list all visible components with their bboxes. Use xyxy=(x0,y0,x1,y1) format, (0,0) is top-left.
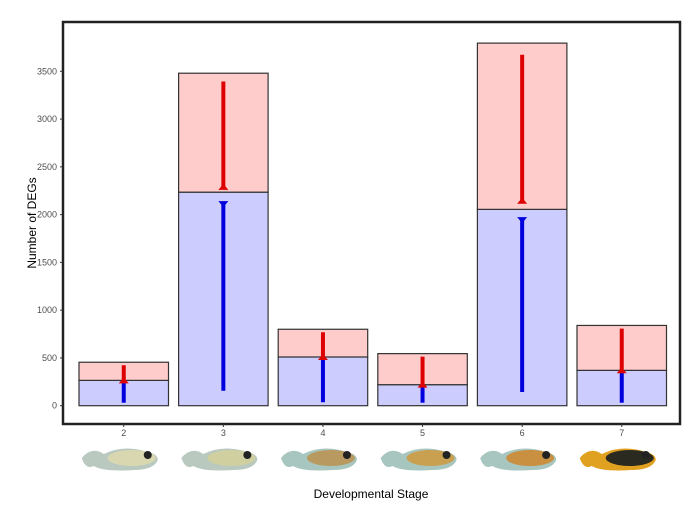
y-tick-label: 2500 xyxy=(37,162,57,172)
x-tick-label: 2 xyxy=(121,428,126,438)
fish-eye-icon xyxy=(243,451,252,459)
up-arrow-head xyxy=(616,367,627,374)
x-tick-label: 7 xyxy=(619,428,624,438)
y-tick-label: 1500 xyxy=(37,257,57,267)
fish-eye-icon xyxy=(342,451,351,459)
down-arrow-head xyxy=(517,217,528,224)
fish-eye-icon xyxy=(542,451,551,459)
fish-eye-icon xyxy=(641,451,650,459)
fish-image-stage-5 xyxy=(380,448,457,471)
y-tick-label: 1000 xyxy=(37,305,57,315)
fish-eye-icon xyxy=(442,451,451,459)
x-tick-label: 5 xyxy=(420,428,425,438)
up-arrow-head xyxy=(218,183,229,190)
bars xyxy=(78,42,668,407)
y-tick-label: 0 xyxy=(52,401,57,411)
x-axis: 2 3 4 5 6 7 xyxy=(81,424,656,471)
up-arrow-head xyxy=(118,377,129,384)
down-arrow-head xyxy=(218,201,229,208)
fish-image-stage-4 xyxy=(280,448,357,471)
y-tick-label: 2000 xyxy=(37,210,57,220)
up-arrow-head xyxy=(317,353,328,360)
fish-eye-icon xyxy=(143,451,152,459)
fish-trunk-icon xyxy=(406,450,455,466)
x-axis-title: Developmental Stage xyxy=(314,487,429,501)
fish-trunk-icon xyxy=(306,450,355,466)
fish-trunk-icon xyxy=(207,450,256,466)
fish-trunk-icon xyxy=(107,450,156,466)
x-tick-label: 4 xyxy=(320,428,325,438)
up-arrow-head xyxy=(417,381,428,388)
fish-image-stage-6 xyxy=(480,448,557,471)
fish-image-stage-3 xyxy=(181,448,258,471)
fish-trunk-icon xyxy=(506,450,555,466)
y-axis: 0 500 1000 1500 2000 2500 3000 3500 xyxy=(37,66,63,411)
fish-image-stage-2 xyxy=(81,448,158,471)
up-arrow-head xyxy=(517,197,528,204)
fish-image-stage-7 xyxy=(579,448,656,471)
fish-trunk-icon xyxy=(605,450,654,466)
x-tick-label: 3 xyxy=(221,428,226,438)
y-tick-label: 3500 xyxy=(37,66,57,76)
x-tick-label: 6 xyxy=(520,428,525,438)
y-tick-label: 500 xyxy=(42,353,57,363)
y-tick-label: 3000 xyxy=(37,114,57,124)
y-axis-title: Number of DEGs xyxy=(25,177,39,268)
